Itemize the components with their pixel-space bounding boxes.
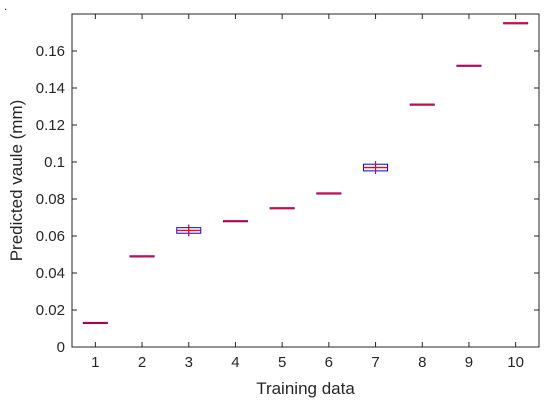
plot-frame <box>71 13 540 348</box>
box-5 <box>269 207 295 210</box>
y-tick-label: 0.04 <box>36 265 65 282</box>
y-tick-label: 0.1 <box>44 154 65 171</box>
y-tick-label: 0.12 <box>36 117 65 134</box>
x-tick-label: 5 <box>278 354 286 371</box>
box-8 <box>409 103 435 106</box>
x-tick-label: 9 <box>465 354 473 371</box>
box-marks <box>82 22 529 325</box>
y-axis-label: Predicted vaule (mm) <box>7 100 26 262</box>
y-tick-label: 0.14 <box>36 80 65 97</box>
x-tick-label: 7 <box>371 354 379 371</box>
x-tick-label: 4 <box>231 354 239 371</box>
box-10 <box>503 22 529 25</box>
box-2 <box>129 255 155 258</box>
y-tick-label: 0.16 <box>36 43 65 60</box>
box-9 <box>456 64 482 67</box>
corner-mark: . <box>4 0 7 13</box>
x-tick-label: 10 <box>507 354 524 371</box>
x-tick-label: 2 <box>138 354 146 371</box>
y-axis: 0 0.02 0.04 0.06 0.08 0.1 0.12 0.14 0.16 <box>36 43 539 356</box>
x-tick-label: 8 <box>418 354 426 371</box>
box-7 <box>363 161 389 174</box>
box-6 <box>316 192 342 195</box>
x-tick-label: 3 <box>185 354 193 371</box>
x-axis-label: Training data <box>256 379 355 398</box>
y-tick-label: 0.06 <box>36 228 65 245</box>
x-tick-label: 6 <box>325 354 333 371</box>
x-axis: 1 2 3 4 5 6 7 8 9 10 <box>91 14 524 371</box>
box-3 <box>176 224 202 237</box>
box-4 <box>222 220 248 223</box>
x-tick-label: 1 <box>91 354 99 371</box>
box-1 <box>82 321 108 325</box>
y-tick-label: 0 <box>57 339 65 356</box>
y-tick-label: 0.08 <box>36 191 65 208</box>
y-tick-label: 0.02 <box>36 302 65 319</box>
